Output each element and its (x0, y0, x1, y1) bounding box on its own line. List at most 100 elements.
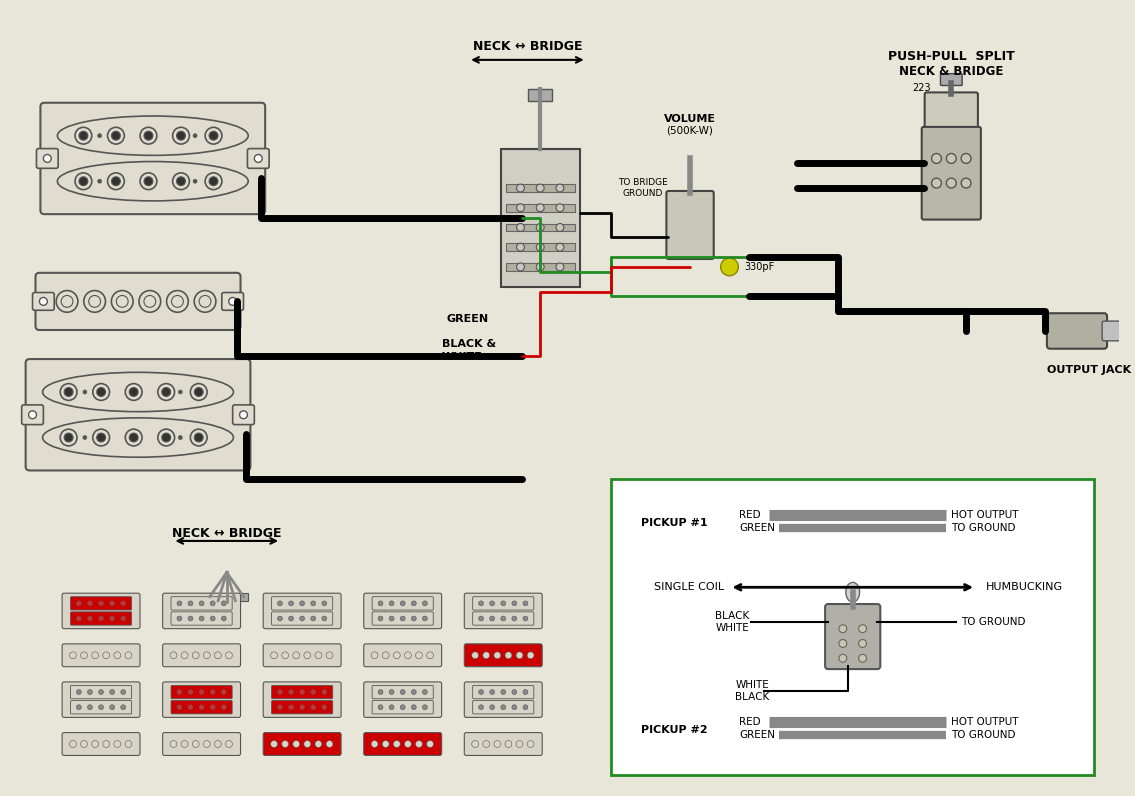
Circle shape (162, 433, 170, 442)
Circle shape (96, 388, 106, 396)
Circle shape (60, 384, 77, 400)
Circle shape (81, 652, 87, 659)
Text: GREEN: GREEN (739, 523, 775, 533)
Circle shape (99, 704, 103, 710)
Circle shape (288, 616, 294, 621)
Circle shape (556, 224, 564, 232)
Circle shape (75, 173, 92, 189)
Circle shape (523, 601, 528, 606)
Circle shape (170, 652, 177, 659)
Ellipse shape (58, 116, 249, 155)
Circle shape (947, 154, 956, 163)
Circle shape (99, 689, 103, 695)
Circle shape (389, 601, 394, 606)
Circle shape (177, 704, 182, 710)
Ellipse shape (846, 583, 859, 602)
FancyBboxPatch shape (62, 593, 140, 629)
Circle shape (556, 204, 564, 212)
Circle shape (177, 616, 182, 621)
Circle shape (170, 740, 177, 747)
FancyBboxPatch shape (162, 644, 241, 667)
Circle shape (110, 616, 115, 621)
Circle shape (314, 740, 322, 747)
Circle shape (89, 295, 101, 307)
Circle shape (65, 433, 73, 442)
Text: NECK ↔ BRIDGE: NECK ↔ BRIDGE (173, 526, 281, 540)
FancyBboxPatch shape (363, 682, 442, 717)
Circle shape (839, 625, 847, 633)
Circle shape (125, 429, 142, 446)
Text: BLACK &
WHITE: BLACK & WHITE (442, 339, 496, 362)
Circle shape (516, 244, 524, 251)
FancyBboxPatch shape (62, 644, 140, 667)
Circle shape (288, 689, 294, 695)
Circle shape (501, 601, 506, 606)
Circle shape (188, 689, 193, 695)
Text: NECK ↔ BRIDGE: NECK ↔ BRIDGE (472, 40, 582, 53)
Circle shape (229, 298, 236, 306)
Circle shape (501, 689, 506, 695)
Circle shape (304, 740, 311, 747)
Ellipse shape (43, 418, 234, 457)
FancyBboxPatch shape (271, 597, 333, 610)
Circle shape (192, 652, 199, 659)
Circle shape (96, 433, 106, 442)
Circle shape (120, 616, 126, 621)
Circle shape (209, 131, 218, 140)
Text: RED: RED (739, 510, 760, 521)
FancyBboxPatch shape (922, 127, 981, 220)
Text: OUTPUT JACK: OUTPUT JACK (1048, 365, 1132, 376)
Circle shape (427, 652, 434, 659)
FancyBboxPatch shape (247, 149, 269, 168)
Circle shape (501, 704, 506, 710)
Bar (232, 597, 239, 605)
FancyBboxPatch shape (472, 597, 533, 610)
FancyBboxPatch shape (666, 191, 714, 259)
Circle shape (556, 244, 564, 251)
Circle shape (536, 224, 544, 232)
Circle shape (326, 652, 333, 659)
Circle shape (523, 704, 528, 710)
Circle shape (516, 263, 524, 271)
Text: 330pF: 330pF (745, 262, 774, 272)
Circle shape (40, 298, 48, 306)
Circle shape (221, 601, 226, 606)
Circle shape (288, 601, 294, 606)
Circle shape (83, 435, 87, 439)
Circle shape (191, 384, 207, 400)
Circle shape (378, 616, 382, 621)
Text: GREEN: GREEN (446, 314, 489, 324)
Text: BLACK
WHITE: BLACK WHITE (715, 611, 749, 633)
Circle shape (277, 601, 283, 606)
FancyBboxPatch shape (1046, 313, 1107, 349)
Circle shape (43, 154, 51, 162)
FancyBboxPatch shape (22, 405, 43, 424)
Circle shape (382, 740, 389, 747)
FancyBboxPatch shape (171, 612, 233, 625)
FancyBboxPatch shape (263, 682, 342, 717)
Circle shape (314, 652, 322, 659)
Circle shape (489, 616, 495, 621)
Circle shape (389, 704, 394, 710)
Circle shape (79, 131, 87, 140)
Circle shape (516, 204, 524, 212)
Text: TO GROUND: TO GROUND (961, 617, 1026, 626)
Circle shape (87, 689, 92, 695)
Bar (611, 479, 1094, 775)
Circle shape (479, 689, 484, 695)
Circle shape (401, 616, 405, 621)
Circle shape (84, 291, 106, 312)
Circle shape (472, 740, 479, 747)
Circle shape (108, 173, 125, 189)
FancyBboxPatch shape (464, 644, 543, 667)
Circle shape (209, 177, 218, 185)
Circle shape (173, 173, 190, 189)
Circle shape (422, 601, 428, 606)
Circle shape (87, 616, 92, 621)
Circle shape (300, 704, 304, 710)
FancyBboxPatch shape (825, 604, 881, 669)
Circle shape (199, 616, 204, 621)
Circle shape (382, 652, 389, 659)
FancyBboxPatch shape (70, 700, 132, 714)
Text: TO GROUND: TO GROUND (951, 730, 1016, 740)
